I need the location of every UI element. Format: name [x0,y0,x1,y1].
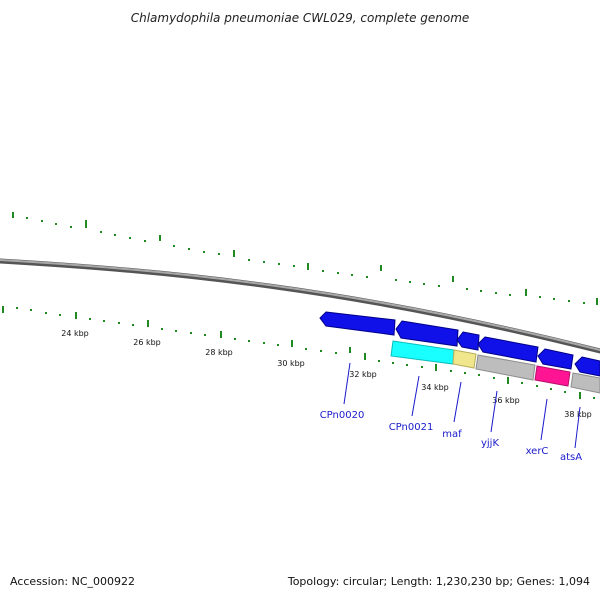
gene-labels: CPn0020 CPn0021 maf yjjK xerC atsA [320,410,583,463]
reverse-strand-genes [390,340,600,394]
accession-text: Accession: NC_000922 [10,575,136,588]
upper-ticks [12,212,598,305]
leader-cpn0021 [411,375,420,417]
backbone [0,258,600,354]
map-title: Chlamydophila pneumoniae CWL029, complet… [131,11,470,25]
leader-cpn0020 [343,362,351,405]
gene-maf-feature[interactable] [452,349,477,369]
forward-gene-4[interactable] [477,336,539,363]
leader-atsa [574,406,581,449]
gene-label-leaders [343,362,581,449]
forward-gene-6[interactable] [574,356,600,377]
gene-label-cpn0020[interactable]: CPn0020 [320,410,365,421]
scale-label-34: 34 kbp [421,383,449,392]
gene-label-yjjk[interactable]: yjjK [481,438,499,449]
forward-gene-5[interactable] [537,348,574,370]
scale-labels: 24 kbp 26 kbp 28 kbp 30 kbp 32 kbp 34 kb… [61,329,592,419]
forward-strand-genes [319,311,600,377]
topology-text: Topology: circular; Length: 1,230,230 bp… [287,575,590,588]
lower-ticks [2,306,595,399]
gene-cpn0020-feature[interactable] [319,311,396,336]
forward-gene-2[interactable] [395,320,459,347]
scale-label-36: 36 kbp [492,396,520,405]
lower-tick-track [2,306,595,399]
gene-xerc-feature[interactable] [534,365,571,387]
leader-maf [453,381,462,423]
gene-label-maf[interactable]: maf [442,429,462,440]
gene-yjjk-feature[interactable] [475,354,536,381]
gene-label-xerc[interactable]: xerC [526,446,549,457]
leader-yjjk [490,390,498,433]
scale-label-30: 30 kbp [277,359,305,368]
scale-label-24: 24 kbp [61,329,89,338]
scale-label-38: 38 kbp [564,410,592,419]
upper-tick-track [12,212,598,305]
gene-atsa-feature[interactable] [570,372,600,394]
gene-label-cpn0021[interactable]: CPn0021 [389,422,434,433]
scale-label-26: 26 kbp [133,338,161,347]
gene-label-atsa[interactable]: atsA [560,452,582,463]
scale-label-28: 28 kbp [205,348,233,357]
scale-label-32: 32 kbp [349,370,377,379]
forward-gene-3[interactable] [456,331,480,351]
leader-xerc [540,398,548,441]
